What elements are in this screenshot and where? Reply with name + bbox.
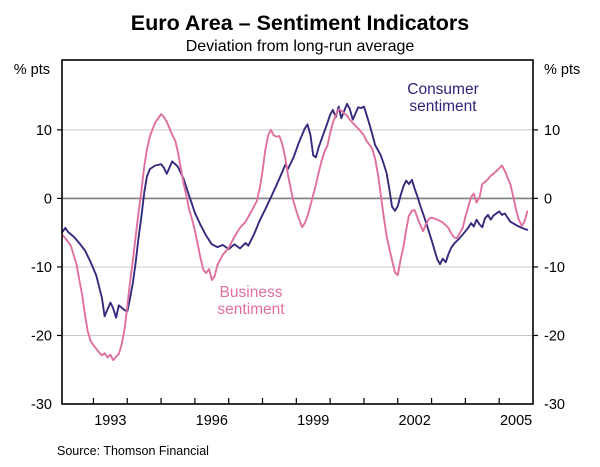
y-axis-label-right--30: -30 — [544, 397, 565, 413]
y-axis-label-left--10: -10 — [31, 260, 52, 276]
series-annotation-business-sentiment-line2: sentiment — [217, 301, 285, 318]
data-series-layer — [61, 102, 529, 362]
gridline-layer — [62, 129, 533, 336]
y-axis-label-left--20: -20 — [31, 328, 52, 344]
series-line-business-sentiment — [61, 108, 529, 362]
chart-title: Euro Area – Sentiment Indicators — [131, 11, 470, 35]
x-axis-label-1999: 1999 — [297, 413, 329, 429]
x-axis-label-1996: 1996 — [196, 413, 228, 429]
plot-frame-layer — [61, 59, 534, 405]
x-axis-label-2005: 2005 — [500, 413, 532, 429]
source-note: Source: Thomson Financial — [57, 444, 209, 458]
y-axis-label-right-10: 10 — [544, 123, 560, 139]
plot-frame — [61, 59, 534, 405]
x-axis-label-1993: 1993 — [94, 413, 126, 429]
y-axis-label-left-10: 10 — [36, 123, 52, 139]
series-annotation-business-sentiment-line1: Business — [220, 284, 283, 301]
y-axis-label-right--20: -20 — [544, 328, 565, 344]
left-axis-unit-label: % pts — [14, 62, 50, 78]
right-axis-unit-label: % pts — [544, 62, 580, 78]
y-axis-label-right--10: -10 — [544, 260, 565, 276]
y-axis-label-left--30: -30 — [31, 397, 52, 413]
y-axis-label-left-0: 0 — [44, 191, 52, 207]
chart-subtitle: Deviation from long-run average — [186, 38, 415, 55]
series-annotation-consumer-sentiment-line2: sentiment — [409, 98, 477, 115]
series-annotation-consumer-sentiment-line1: Consumer — [407, 81, 479, 98]
y-axis-label-right-0: 0 — [544, 191, 552, 207]
series-line-consumer-sentiment — [61, 102, 529, 319]
x-axis-label-2002: 2002 — [399, 413, 431, 429]
axis-tick-layer — [57, 129, 538, 404]
axis-label-layer: 10 10 0 0 -10 -10 -20 -20 -30 -30 1993 1996 1999 2002… — [31, 81, 565, 429]
